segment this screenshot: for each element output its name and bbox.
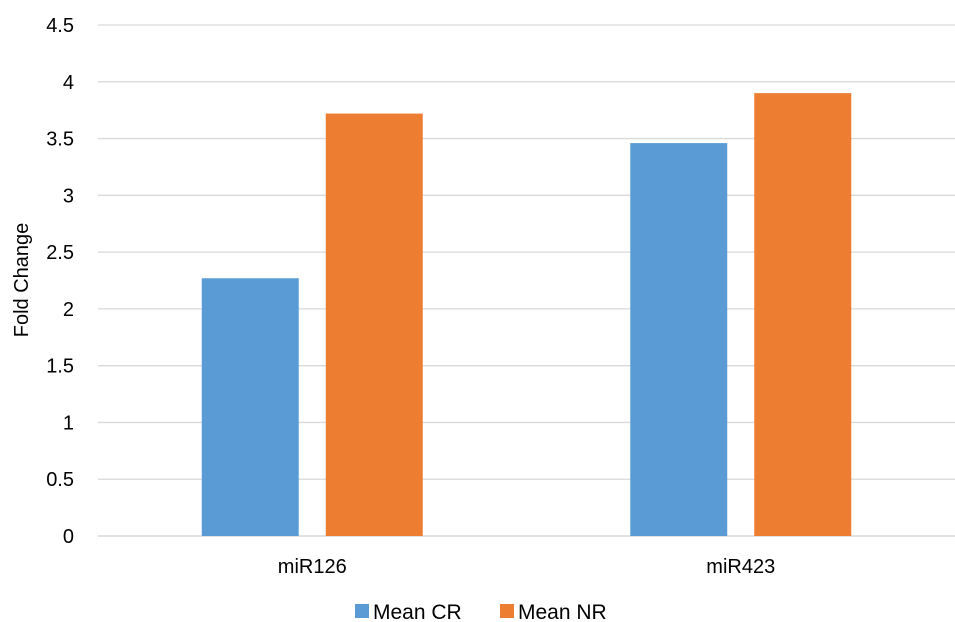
y-tick-label: 4 [63,72,74,94]
legend: Mean CR Mean NR [355,601,607,622]
bar-mean-nr-mir126 [325,113,423,536]
bar-mean-cr-mir126 [201,278,299,536]
legend-swatch-mean-nr [500,604,514,618]
bar-mean-cr-mir423 [630,143,728,536]
y-tick-label: 1.5 [46,356,74,378]
y-tick-label: 2 [63,299,74,321]
legend-label: Mean CR [373,601,462,622]
x-axis-ticks: miR126 miR423 [278,556,775,578]
y-tick-label: 0.5 [46,469,74,491]
legend-swatch-mean-cr [355,604,369,618]
y-axis-title: Fold Change [11,223,33,338]
y-axis-ticks: 0 0.5 1 1.5 2 2.5 3 3.5 4 4.5 [46,15,74,548]
y-tick-label: 2.5 [46,242,74,264]
legend-label: Mean NR [518,601,607,622]
y-tick-label: 3 [63,185,74,207]
bars [201,93,852,536]
y-tick-label: 1 [63,412,74,434]
y-tick-label: 0 [63,526,74,548]
y-tick-label: 4.5 [46,15,74,37]
x-tick-label: miR126 [278,556,347,578]
y-tick-label: 3.5 [46,129,74,151]
bar-mean-nr-mir423 [754,93,852,536]
x-tick-label: miR423 [706,556,775,578]
